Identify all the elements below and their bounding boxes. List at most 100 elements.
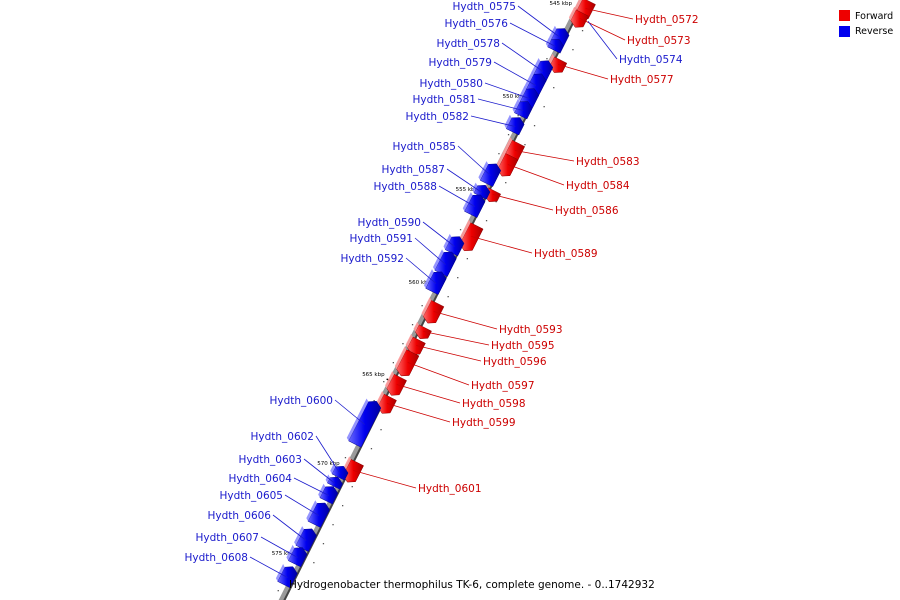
gene-leader-line bbox=[423, 331, 490, 346]
gene-block-bevel bbox=[385, 371, 395, 389]
gene-label[interactable]: Hydth_0587 bbox=[381, 164, 445, 176]
gene-label[interactable]: Hydth_0589 bbox=[534, 248, 598, 260]
gene-label[interactable]: Hydth_0592 bbox=[340, 253, 404, 265]
tick-label: 565 kbp bbox=[362, 372, 385, 378]
gene-label[interactable]: Hydth_0597 bbox=[471, 380, 535, 392]
tick-label: 555 kbp bbox=[456, 187, 479, 193]
gene-leader-line bbox=[422, 221, 455, 247]
gene-block-bevel bbox=[294, 526, 304, 546]
gene-label[interactable]: Hydth_0590 bbox=[357, 217, 421, 229]
gene-leader-line bbox=[501, 42, 544, 72]
gene-leader-line bbox=[509, 22, 556, 47]
gene-leader-line bbox=[446, 168, 483, 193]
gene-block-bevel bbox=[495, 150, 506, 170]
gene-label[interactable]: Hydth_0595 bbox=[491, 340, 555, 352]
gene-label[interactable]: Hydth_0585 bbox=[392, 141, 456, 153]
gene-leader-line bbox=[284, 494, 320, 516]
gene-block-bevel bbox=[478, 161, 489, 181]
gene-leader-line bbox=[260, 536, 298, 558]
gene-leader-line bbox=[433, 311, 498, 330]
minor-tick bbox=[498, 153, 500, 155]
gene-block-bevel bbox=[394, 346, 407, 370]
gene-leader-line bbox=[353, 470, 417, 489]
gene-label[interactable]: Hydth_0600 bbox=[269, 395, 333, 407]
gene-block-bevel bbox=[286, 544, 295, 561]
gene-label[interactable]: Hydth_0580 bbox=[419, 78, 483, 90]
gene-label[interactable]: Hydth_0599 bbox=[452, 417, 516, 429]
gene-label[interactable]: Hydth_0607 bbox=[195, 532, 259, 544]
minor-tick bbox=[392, 362, 394, 364]
gene-label[interactable]: Hydth_0602 bbox=[250, 431, 314, 443]
gene-block-bevel bbox=[443, 233, 452, 250]
minor-tick bbox=[546, 58, 548, 60]
minor-tick bbox=[524, 144, 526, 146]
gene-block-bevel bbox=[375, 391, 384, 407]
minor-tick bbox=[402, 343, 404, 345]
gene-leader-line bbox=[457, 145, 491, 176]
gene-label[interactable]: Hydth_0578 bbox=[436, 38, 500, 50]
genome-caption: Hydrogenobacter thermophilus TK-6, compl… bbox=[289, 579, 655, 591]
minor-tick bbox=[383, 381, 385, 383]
tick-label: 570 kbp bbox=[317, 461, 340, 467]
gene-label[interactable]: Hydth_0579 bbox=[428, 57, 492, 69]
gene-label[interactable]: Hydth_0576 bbox=[444, 18, 508, 30]
gene-leader-line bbox=[386, 403, 451, 423]
gene-features bbox=[275, 0, 596, 589]
gene-block-bevel bbox=[518, 85, 527, 102]
gene-label[interactable]: Hydth_0604 bbox=[228, 473, 292, 485]
gene-label[interactable]: Hydth_0591 bbox=[349, 233, 413, 245]
gene-label[interactable]: Hydth_0603 bbox=[238, 454, 302, 466]
gene-leader-line bbox=[517, 5, 561, 38]
gene-label[interactable]: Hydth_0586 bbox=[555, 205, 619, 217]
gene-leader-line bbox=[249, 556, 288, 578]
gene-block-bevel bbox=[405, 333, 413, 348]
gene-block-bevel bbox=[462, 192, 473, 212]
gene-label[interactable]: Hydth_0608 bbox=[184, 552, 248, 564]
gene-leader-line bbox=[477, 98, 524, 111]
gene-leader-line bbox=[493, 61, 537, 86]
gene-leader-line bbox=[293, 477, 330, 496]
minor-tick bbox=[507, 134, 510, 136]
gene-block-bevel bbox=[421, 297, 432, 317]
gene-leader-line bbox=[407, 362, 470, 386]
gene-label[interactable]: Hydth_0573 bbox=[627, 35, 691, 47]
gene-block-bevel bbox=[275, 564, 285, 582]
gene-block-bevel bbox=[330, 463, 336, 474]
gene-leader-line bbox=[587, 21, 618, 60]
gene-label[interactable]: Hydth_0574 bbox=[619, 54, 683, 66]
gene-block-bevel bbox=[423, 269, 434, 289]
legend: Forward Reverse bbox=[839, 10, 893, 37]
gene-leader-line bbox=[272, 514, 307, 541]
gene-label[interactable]: Hydth_0581 bbox=[412, 94, 476, 106]
minor-tick bbox=[505, 182, 507, 184]
gene-leader-line bbox=[558, 64, 609, 80]
minor-tick bbox=[495, 201, 497, 203]
tick-label: 560 kbp bbox=[409, 280, 432, 286]
minor-tick bbox=[335, 476, 337, 478]
gene-label[interactable]: Hydth_0596 bbox=[483, 356, 547, 368]
gene-label[interactable]: Hydth_0577 bbox=[610, 74, 674, 86]
gene-leader-line bbox=[438, 185, 475, 207]
gene-leader-line bbox=[396, 384, 461, 404]
gene-leader-line bbox=[492, 194, 554, 211]
gene-block-bevel bbox=[306, 500, 318, 522]
gene-label[interactable]: Hydth_0582 bbox=[405, 111, 469, 123]
gene-block-bevel bbox=[504, 114, 512, 129]
gene-block-bevel bbox=[433, 249, 444, 271]
gene-label[interactable]: Hydth_0601 bbox=[418, 483, 482, 495]
gene-label[interactable]: Hydth_0572 bbox=[635, 14, 699, 26]
gene-label[interactable]: Hydth_0584 bbox=[566, 180, 630, 192]
gene-label[interactable]: Hydth_0606 bbox=[207, 510, 271, 522]
gene-leader-line bbox=[405, 257, 437, 284]
gene-label[interactable]: Hydth_0593 bbox=[499, 324, 563, 336]
minor-tick bbox=[572, 49, 574, 51]
gene-label[interactable]: Hydth_0575 bbox=[452, 1, 516, 13]
gene-label[interactable]: Hydth_0583 bbox=[576, 156, 640, 168]
minor-tick bbox=[303, 581, 305, 583]
gene-label[interactable]: Hydth_0598 bbox=[462, 398, 526, 410]
gene-label[interactable]: Hydth_0588 bbox=[373, 181, 437, 193]
legend-reverse-label: Reverse bbox=[855, 26, 893, 37]
gene-block-bevel bbox=[346, 398, 369, 441]
gene-label[interactable]: Hydth_0605 bbox=[219, 490, 283, 502]
minor-tick bbox=[313, 562, 315, 564]
